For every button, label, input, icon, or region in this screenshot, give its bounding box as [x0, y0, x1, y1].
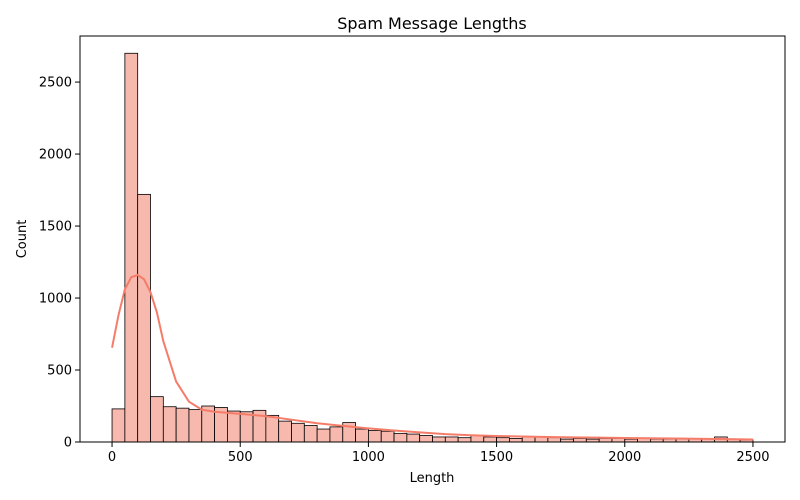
- histogram-bar: [124, 52, 139, 443]
- histogram-bar: [509, 438, 523, 443]
- x-axis-ticks: 0 500 1000 1500 2000 2500: [108, 442, 770, 465]
- histogram-bar: [239, 411, 254, 443]
- histogram-bar: [329, 426, 344, 443]
- histogram-bar: [393, 432, 408, 443]
- x-tick-label: 0: [108, 450, 116, 465]
- histogram-bar: [162, 406, 177, 443]
- histogram-bar: [368, 430, 382, 443]
- histogram-bar: [278, 420, 292, 443]
- histogram-bar: [419, 435, 433, 443]
- plot-frame: [79, 35, 786, 443]
- y-tick-label: 2500: [39, 76, 72, 91]
- histogram-bar: [111, 408, 126, 443]
- histogram-bar: [137, 193, 151, 443]
- histogram-bar: [175, 407, 190, 443]
- histogram-bar: [291, 422, 305, 443]
- histogram-bar: [316, 428, 331, 443]
- x-tick-label: 1500: [480, 450, 513, 465]
- histogram-bar: [303, 425, 318, 443]
- histogram-bar: [573, 438, 587, 443]
- x-axis-label: Length: [410, 471, 455, 486]
- histogram-bar: [496, 437, 510, 443]
- y-axis-label: Count: [15, 220, 30, 259]
- histogram-bar: [188, 409, 203, 443]
- y-tick-label: 1000: [39, 292, 72, 307]
- histogram-bar: [380, 430, 395, 443]
- histogram-bar: [150, 396, 164, 443]
- y-tick-label: 0: [64, 436, 72, 451]
- histogram-bars: [111, 52, 754, 443]
- histogram-bar: [457, 437, 472, 443]
- histogram-bar: [265, 414, 280, 443]
- x-tick-label: 2000: [608, 450, 641, 465]
- x-tick-label: 2500: [736, 450, 769, 465]
- kde-curve: [111, 273, 753, 441]
- y-axis-ticks: 0 500 1000 1500 2000 2500: [39, 76, 80, 451]
- chart-title: Spam Message Lengths: [337, 14, 527, 33]
- histogram-bar: [483, 436, 497, 443]
- histogram-bar: [521, 436, 536, 443]
- histogram-bar: [406, 433, 421, 443]
- histogram-bar: [547, 437, 562, 443]
- y-tick-label: 2000: [39, 148, 72, 163]
- histogram-bar: [432, 436, 446, 443]
- histogram-bar: [227, 410, 241, 443]
- x-tick-label: 500: [228, 450, 253, 465]
- y-tick-label: 1500: [39, 220, 72, 235]
- histogram-bar: [598, 438, 613, 443]
- histogram-bar: [444, 436, 459, 443]
- x-tick-label: 1000: [352, 450, 385, 465]
- y-tick-label: 500: [47, 364, 72, 379]
- histogram-bar: [355, 428, 369, 443]
